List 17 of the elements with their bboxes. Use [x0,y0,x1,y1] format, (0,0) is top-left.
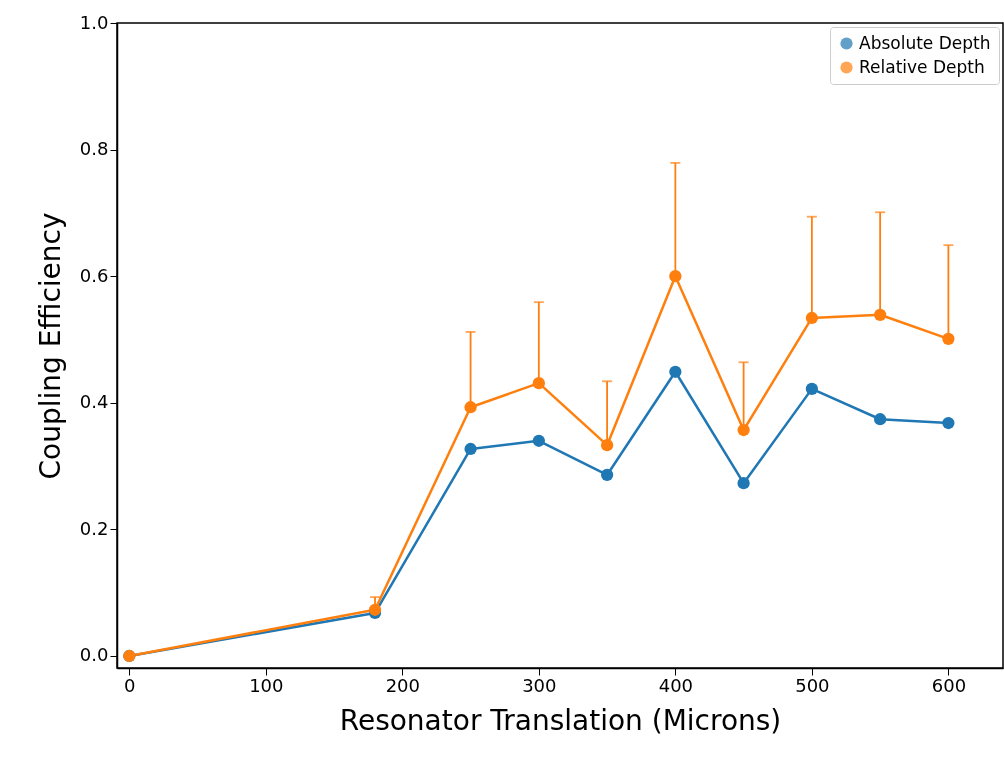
x-tick-label: 100 [249,674,284,696]
x-tick-label: 500 [795,674,830,696]
legend-label: Absolute Depth [859,32,991,53]
x-tick-label: 0 [124,674,136,696]
x-tick-label: 400 [658,674,694,696]
x-tick-label: 200 [385,674,420,696]
y-tick-label: 0.4 [79,391,109,413]
y-axis-title: Coupling Efficiency [33,212,67,480]
x-tick-label: 300 [522,674,557,696]
y-tick-label: 0.0 [79,644,109,666]
y-tick-label: 0.6 [79,264,109,286]
legend-label: Relative Depth [859,56,985,77]
x-tick-label: 600 [931,674,967,696]
y-tick-label: 1.0 [79,11,109,33]
y-tick-label: 0.2 [79,517,109,539]
y-tick-label: 0.8 [79,138,109,160]
x-axis-title: Resonator Translation (Microns) [339,703,782,737]
